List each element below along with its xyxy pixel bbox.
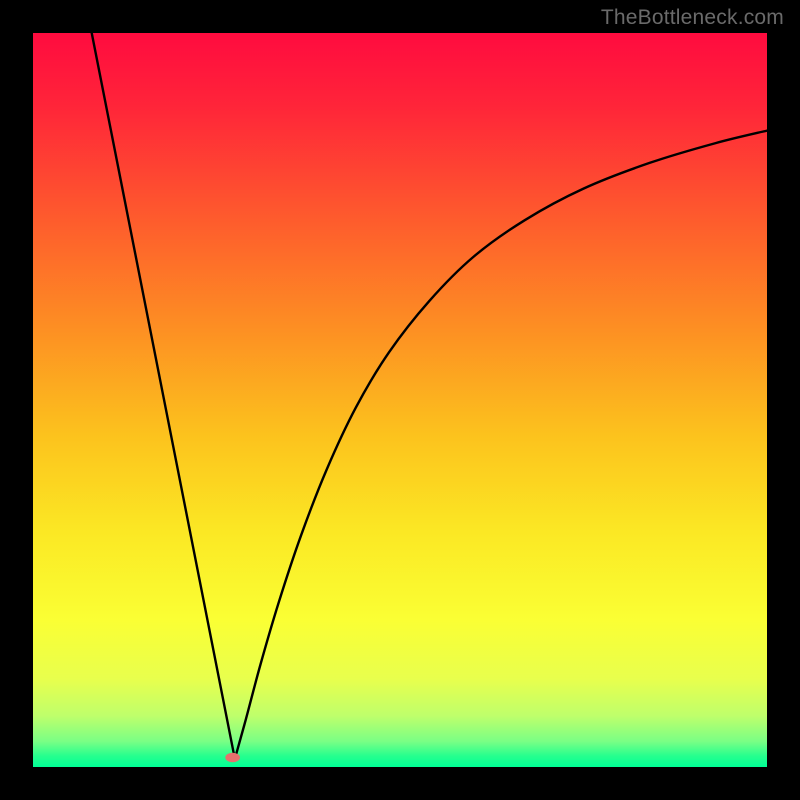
bottleneck-curve-plot <box>33 33 767 767</box>
watermark-text: TheBottleneck.com <box>601 6 784 30</box>
trough-marker <box>225 753 240 763</box>
chart-container: TheBottleneck.com <box>0 0 800 800</box>
gradient-background <box>33 33 767 767</box>
